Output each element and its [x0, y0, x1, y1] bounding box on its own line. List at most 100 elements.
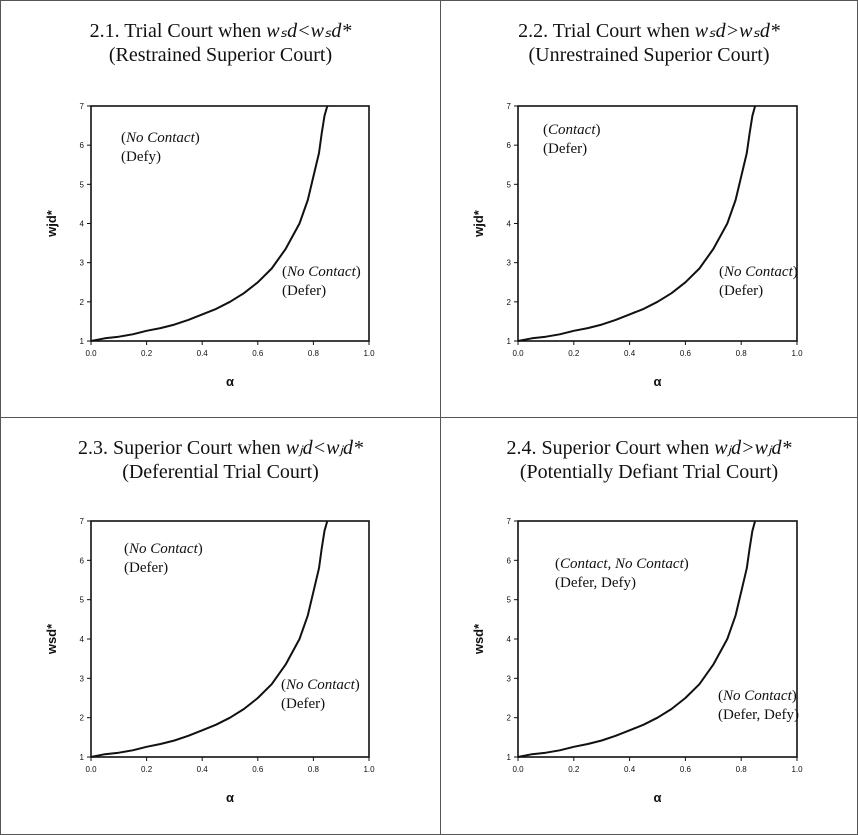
region-paren-open: (: [121, 130, 126, 146]
y-tick-label: 7: [507, 102, 512, 111]
x-tick-label: 0.0: [512, 765, 524, 774]
y-tick-label: 5: [80, 180, 85, 189]
chart-panel-2: 2.2. Trial Court when wₛd>wₛd* (Unrestrai…: [441, 0, 858, 418]
region-contact-status: No Contact: [724, 264, 793, 280]
y-tick-label: 6: [80, 141, 85, 150]
upper-region-label: (Contact, No Contact) (Defer, Defy): [555, 555, 689, 593]
y-tick-label: 6: [507, 556, 512, 565]
boundary-curve-series: [517, 105, 757, 342]
y-tick-label: 2: [507, 714, 512, 723]
x-axis-label: α: [226, 790, 234, 805]
region-action: (Defer): [281, 696, 326, 712]
x-tick-label: 0.4: [197, 349, 209, 358]
x-tick-label: 0.2: [568, 349, 580, 358]
y-tick-label: 3: [507, 674, 512, 683]
x-tick-label: 0.2: [568, 765, 580, 774]
y-tick-label: 3: [80, 259, 85, 268]
x-tick-label: 0.6: [252, 765, 264, 774]
region-paren-close: ): [791, 688, 797, 704]
panel-subtitle: (Deferential Trial Court): [122, 461, 319, 483]
panel-subtitle: (Restrained Superior Court): [108, 44, 333, 66]
region-paren-open: (: [718, 688, 723, 704]
y-tick-label: 1: [80, 337, 85, 346]
y-axis-label: wsd*: [44, 623, 59, 655]
y-axis-label: wjd*: [44, 209, 59, 238]
panel-subtitle: (Unrestrained Superior Court): [528, 44, 770, 66]
region-contact-status: No Contact: [723, 688, 792, 704]
chart-panel-1: 2.1. Trial Court when wₛd<wₛd* (Restraine…: [0, 0, 441, 418]
panel-title-condition: wⱼd<wⱼd*: [285, 437, 363, 459]
chart-svg: 1 2 3 4 5 6 7 0.0 0.2 0.4 0.6 0.8 1.0 α wsd*: [44, 517, 375, 805]
region-contact-status: No Contact: [126, 130, 195, 146]
y-tick-label: 4: [80, 220, 85, 229]
panel-title: 2.2. Trial Court when wₛd>wₛd* (Unrestrai…: [441, 19, 857, 67]
x-tick-label: 0.6: [680, 765, 692, 774]
panel-title-prefix: 2.3. Superior Court when: [78, 437, 281, 459]
y-tick-label: 4: [507, 635, 512, 644]
panel-title: 2.4. Superior Court when wⱼd>wⱼd* (Potent…: [441, 436, 857, 484]
y-tick-label: 1: [80, 753, 85, 762]
upper-region-label: (No Contact) (Defy): [121, 129, 200, 167]
region-paren-open: (: [555, 556, 560, 572]
y-tick-label: 7: [507, 517, 512, 526]
x-tick-label: 0.8: [308, 349, 320, 358]
x-axis-label: α: [654, 790, 662, 805]
boundary-curve-series: [517, 520, 757, 758]
y-tick-label: 1: [507, 753, 512, 762]
y-tick-label: 7: [80, 517, 85, 526]
boundary-curve-series: [90, 520, 329, 758]
y-axis-label: wjd*: [471, 209, 486, 238]
y-tick-label: 1: [507, 337, 512, 346]
chart-panel-3: 2.3. Superior Court when wⱼd<wⱼd* (Defere…: [0, 418, 441, 835]
region-paren-open: (: [282, 264, 287, 280]
region-paren-open: (: [124, 541, 129, 557]
panel-title-condition: wₛd>wₛd*: [694, 20, 780, 42]
region-paren-close: ): [683, 556, 689, 572]
lower-region-label: (No Contact) (Defer): [282, 263, 361, 301]
x-tick-label: 0.6: [252, 349, 264, 358]
x-tick-label: 1.0: [791, 349, 803, 358]
region-action: (Defer): [124, 560, 169, 576]
y-tick-label: 5: [507, 180, 512, 189]
y-tick-label: 2: [507, 298, 512, 307]
y-tick-label: 3: [507, 259, 512, 268]
panel-title-prefix: 2.1. Trial Court when: [89, 20, 262, 42]
region-paren-close: ): [355, 264, 361, 280]
x-tick-label: 0.8: [736, 349, 748, 358]
y-tick-label: 7: [80, 102, 85, 111]
y-tick-label: 4: [507, 220, 512, 229]
upper-region-label: (Contact) (Defer): [543, 121, 601, 159]
panel-subtitle: (Potentially Defiant Trial Court): [519, 461, 779, 483]
panel-title-condition: wⱼd>wⱼd*: [714, 437, 792, 459]
x-tick-label: 0.0: [85, 765, 97, 774]
x-axis-label: α: [226, 374, 234, 389]
chart-panel-4: 2.4. Superior Court when wⱼd>wⱼd* (Potent…: [441, 418, 858, 835]
boundary-curve-series: [90, 105, 329, 342]
region-paren-close: ): [792, 264, 798, 280]
y-tick-label: 5: [80, 596, 85, 605]
y-tick-label: 3: [80, 674, 85, 683]
lower-region-label: (No Contact) (Defer): [719, 263, 798, 301]
x-axis-label: α: [654, 374, 662, 389]
region-contact-status: Contact, No Contact: [560, 556, 684, 572]
region-contact-status: No Contact: [286, 677, 355, 693]
x-tick-label: 0.8: [308, 765, 320, 774]
region-action: (Defer, Defy): [718, 707, 800, 723]
chart-svg: 1 2 3 4 5 6 7 0.0 0.2 0.4 0.6 0.8 1.0 α wsd*: [471, 517, 803, 805]
region-paren-open: (: [543, 122, 548, 138]
panel-title-condition: wₛd<wₛd*: [266, 20, 352, 42]
x-tick-label: 0.2: [141, 765, 153, 774]
region-contact-status: Contact: [548, 122, 596, 138]
region-action: (Defer): [282, 283, 327, 299]
x-tick-label: 0.0: [85, 349, 97, 358]
y-tick-label: 2: [80, 714, 85, 723]
region-paren-close: ): [354, 677, 360, 693]
x-tick-label: 0.4: [197, 765, 209, 774]
panel-title: 2.3. Superior Court when wⱼd<wⱼd* (Defere…: [1, 436, 440, 484]
region-action: (Defer): [719, 283, 764, 299]
y-tick-label: 4: [80, 635, 85, 644]
region-action: (Defer): [543, 141, 588, 157]
y-tick-label: 5: [507, 596, 512, 605]
x-tick-label: 0.2: [141, 349, 153, 358]
